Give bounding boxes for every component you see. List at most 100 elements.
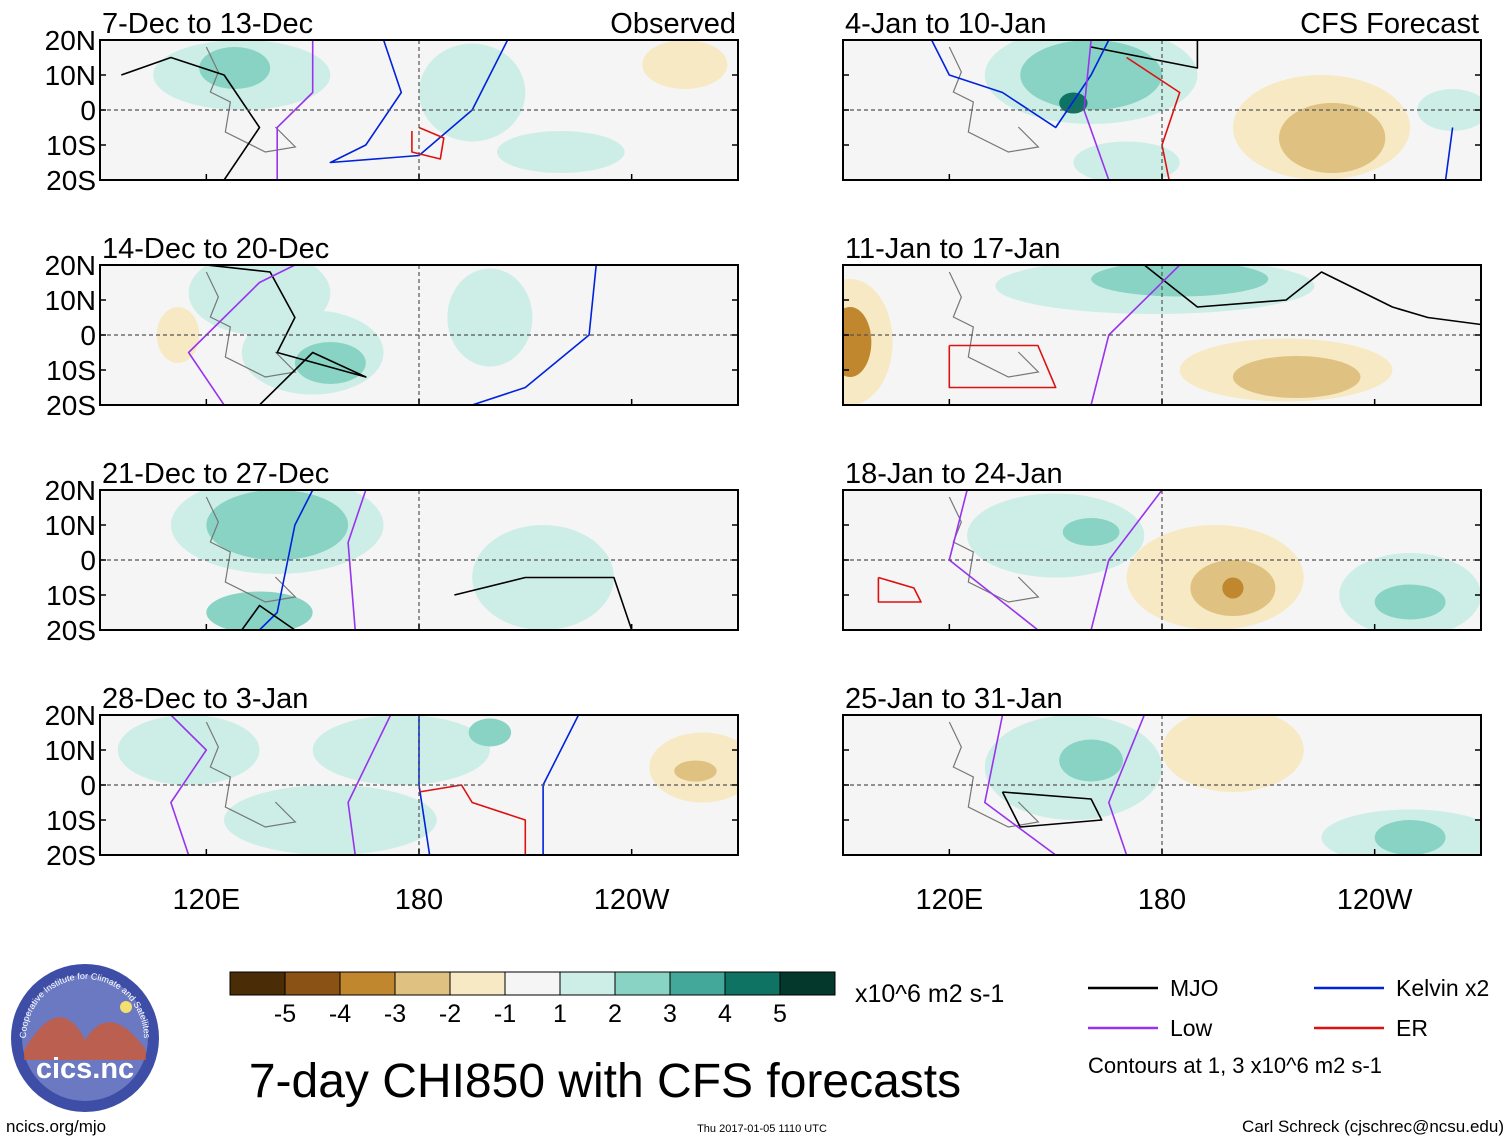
colorbar-tick-label: -1 bbox=[494, 1000, 516, 1028]
shading-region bbox=[1162, 715, 1304, 792]
colorbar: -5 -4 -3 -2 -1 1 2 3 4 5 x10^6 m2 s-1 bbox=[229, 971, 1004, 1028]
contour-line bbox=[206, 265, 367, 405]
panel-date-range: 21-Dec to 27-Dec bbox=[102, 458, 329, 490]
shading-region bbox=[496, 131, 625, 173]
shading-region bbox=[206, 591, 313, 630]
lon-label: 120E bbox=[915, 884, 983, 916]
shading-region bbox=[642, 40, 728, 89]
legend-label: ER bbox=[1396, 1015, 1428, 1041]
lat-label: 20S bbox=[46, 615, 96, 646]
contour-line bbox=[1108, 715, 1146, 855]
lat-label: 20N bbox=[45, 25, 96, 56]
contour-line bbox=[187, 265, 296, 405]
lon-label: 180 bbox=[1138, 884, 1186, 916]
lon-label: 180 bbox=[395, 884, 443, 916]
colorbar-tick-label: 1 bbox=[553, 1000, 567, 1028]
lat-label: 10N bbox=[45, 735, 96, 766]
contour-line bbox=[1126, 56, 1181, 180]
logo-text: cics.nc bbox=[36, 1053, 134, 1085]
lat-label: 0 bbox=[80, 320, 96, 351]
panel-date-range: 14-Dec to 20-Dec bbox=[102, 233, 329, 265]
coastline bbox=[948, 46, 1040, 153]
contour-line bbox=[1143, 265, 1481, 326]
colorbar-tick-label: -3 bbox=[384, 1000, 406, 1028]
shading-region bbox=[199, 47, 271, 89]
lat-label: 20S bbox=[46, 840, 96, 871]
colorbar-swatch bbox=[449, 971, 506, 996]
shading-region bbox=[1232, 356, 1361, 398]
shading-region bbox=[206, 490, 349, 560]
shading-region bbox=[967, 493, 1145, 578]
contour-line bbox=[1090, 265, 1181, 405]
column-header: Observed bbox=[610, 8, 736, 40]
contour-line bbox=[1090, 40, 1199, 69]
colorbar-swatch bbox=[394, 971, 451, 996]
credit: Carl Schreck (cjschrec@ncsu.edu) bbox=[1242, 1117, 1504, 1136]
lat-label: 20N bbox=[45, 700, 96, 731]
shading-region bbox=[468, 718, 512, 747]
lat-label: 10S bbox=[46, 130, 96, 161]
legend-label: MJO bbox=[1170, 975, 1219, 1001]
colorbar-tick-label: 3 bbox=[663, 1000, 677, 1028]
lat-label: 0 bbox=[80, 95, 96, 126]
colorbar-units: x10^6 m2 s-1 bbox=[855, 980, 1004, 1008]
shading-region bbox=[447, 268, 533, 367]
colorbar-tick-label: -2 bbox=[439, 1000, 461, 1028]
contour-line bbox=[170, 715, 208, 855]
shading-region bbox=[1062, 518, 1120, 546]
contour-line bbox=[121, 56, 261, 180]
legend-label: Kelvin x2 bbox=[1396, 975, 1489, 1001]
contour-line bbox=[258, 490, 314, 630]
coastline bbox=[205, 46, 297, 153]
panel-forecast-1: 4-Jan to 10-Jan CFS Forecast bbox=[842, 8, 1482, 181]
colorbar-swatch bbox=[339, 971, 396, 996]
legend: MJO Kelvin x2 Low ER bbox=[1088, 975, 1489, 1041]
colorbar-tick-label: 5 bbox=[773, 1000, 787, 1028]
shading-region bbox=[312, 715, 490, 785]
lat-label: 20S bbox=[46, 390, 96, 421]
shading-region bbox=[1073, 141, 1180, 180]
panel-date-range: 4-Jan to 10-Jan bbox=[845, 8, 1047, 40]
lon-label: 120W bbox=[594, 884, 670, 916]
panel-date-range: 18-Jan to 24-Jan bbox=[845, 458, 1063, 490]
lon-label: 120W bbox=[1337, 884, 1413, 916]
contour-line bbox=[347, 715, 392, 855]
contour-line bbox=[1090, 490, 1163, 630]
colorbar-swatch bbox=[504, 971, 561, 996]
source-url[interactable]: ncics.org/mjo bbox=[6, 1117, 106, 1136]
panel-forecast-4: 25-Jan to 31-Jan bbox=[842, 683, 1482, 856]
contour-line bbox=[984, 715, 1057, 855]
shading-region bbox=[1374, 584, 1446, 620]
panel-date-range: 7-Dec to 13-Dec bbox=[102, 8, 313, 40]
lat-label: 0 bbox=[80, 770, 96, 801]
contour-line bbox=[877, 576, 922, 603]
lon-label: 120E bbox=[172, 884, 240, 916]
shading-region bbox=[1374, 820, 1446, 855]
shading-region bbox=[224, 785, 437, 855]
contour-line bbox=[276, 40, 314, 180]
coastline bbox=[205, 496, 297, 603]
contour-line bbox=[454, 576, 633, 630]
contour-line bbox=[1001, 791, 1103, 828]
figure-title: 7-day CHI850 with CFS forecasts bbox=[249, 1055, 961, 1108]
colorbar-swatch bbox=[229, 971, 286, 996]
lat-label: 10S bbox=[46, 580, 96, 611]
lat-label: 0 bbox=[80, 545, 96, 576]
colorbar-tick-label: -4 bbox=[329, 1000, 351, 1028]
shading-region bbox=[674, 760, 717, 782]
shading-region bbox=[1059, 92, 1088, 114]
timestamp: Thu 2017-01-05 1110 UTC bbox=[697, 1123, 827, 1135]
colorbar-swatch bbox=[724, 971, 781, 996]
contour-line bbox=[471, 265, 597, 405]
lat-label: 10S bbox=[46, 355, 96, 386]
column-header: CFS Forecast bbox=[1300, 8, 1479, 40]
colorbar-swatch bbox=[559, 971, 616, 996]
panel-observed-2: 20N 10N 0 10S 20S 14-Dec to 20-Dec bbox=[45, 233, 739, 421]
shading-region bbox=[843, 307, 872, 377]
colorbar-tick-label: 2 bbox=[608, 1000, 622, 1028]
shading-region bbox=[419, 43, 526, 142]
colorbar-swatch bbox=[779, 971, 836, 996]
contour-line bbox=[1444, 127, 1454, 180]
coastline bbox=[948, 721, 1040, 828]
